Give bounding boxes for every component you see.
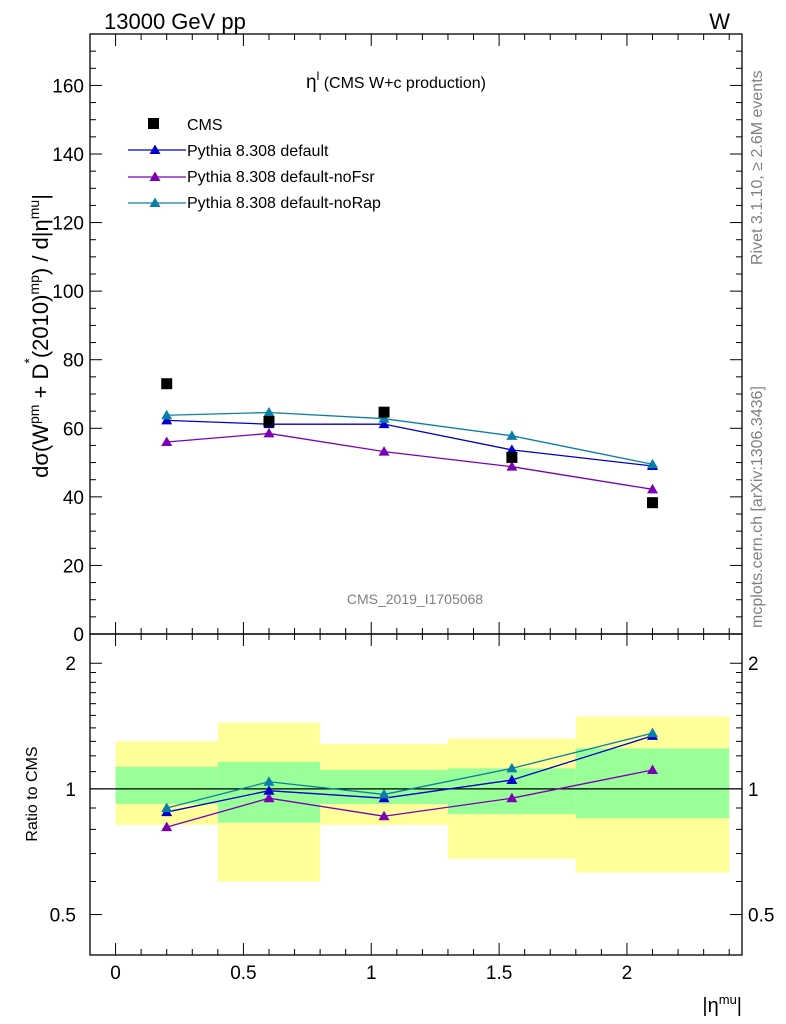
main-y-tick-label: 100 — [52, 282, 84, 303]
watermark-layer: CMS_2019_I1705068 — [347, 591, 483, 607]
ratio-band-inner — [115, 766, 218, 805]
main-marker-nofsr — [506, 461, 518, 471]
ratio-y-axis-label: Ratio to CMS — [24, 746, 41, 841]
main-marker-nofsr — [161, 436, 173, 446]
ratio-marker-norap — [263, 776, 275, 786]
ratio-axes-layer: 0.5 0.5 1 1 2 2 0 0.5 1 1.5 2 — [50, 633, 774, 984]
ratio-y-tick-label-right: 2 — [748, 654, 759, 675]
ratio-marker-nofsr — [161, 821, 173, 832]
main-marker-cms — [647, 497, 659, 509]
ratio-y-tick-label: 2 — [65, 654, 76, 675]
plot-title-symbol: η — [306, 72, 317, 93]
ratio-y-tick-label: 1 — [65, 780, 76, 801]
plot-title-superscript: l — [317, 69, 320, 83]
rivet-version-label: Rivet 3.1.10, ≥ 2.6M events — [749, 70, 766, 265]
legend-label-default: Pythia 8.308 default — [187, 143, 329, 160]
x-tick-label: 1 — [366, 963, 377, 984]
main-y-tick-label: 160 — [52, 76, 84, 97]
main-marker-default — [378, 418, 390, 429]
main-axes-layer: 0 20 40 60 80 100 120 140 160 — [52, 33, 743, 646]
main-y-tick-label: 40 — [63, 488, 84, 509]
header-left-label: 13000 GeV pp — [104, 9, 246, 34]
legend-marker-cms — [148, 118, 159, 129]
legend: CMS Pythia 8.308 default Pythia 8.308 de… — [128, 117, 381, 212]
main-marker-norap — [647, 458, 659, 469]
main-y-axis-label: dσ(Wpm + D*(2010)mp) / d|ηmu| — [21, 194, 53, 478]
ratio-marker-norap — [161, 802, 173, 812]
plot-title-rest: (CMS W+c production) — [319, 75, 486, 92]
main-y-tick-label: 0 — [73, 625, 84, 646]
ratio-marker-default — [263, 785, 275, 795]
x-tick-label: 2 — [622, 963, 633, 984]
ratio-marker-nofsr — [378, 810, 390, 821]
ratio-marker-norap — [378, 788, 390, 799]
main-y-tick-label: 80 — [63, 351, 84, 372]
analysis-watermark: CMS_2019_I1705068 — [347, 591, 483, 607]
ratio-marker-default — [506, 774, 518, 785]
x-tick-label: 0.5 — [230, 963, 256, 984]
ratio-y-tick-label: 0.5 — [50, 906, 76, 927]
ratio-band-inner — [575, 748, 730, 819]
main-y-tick-label: 20 — [63, 556, 84, 577]
main-marker-default — [506, 444, 518, 454]
x-axis-label: |ηmu| — [702, 992, 742, 1017]
main-marker-nofsr — [263, 427, 275, 438]
x-tick-label: 0 — [110, 963, 121, 984]
main-marker-nofsr — [378, 446, 390, 456]
ratio-marker-norap — [506, 762, 518, 773]
x-tick-label: 1.5 — [486, 963, 512, 984]
legend-label-cms: CMS — [187, 117, 223, 134]
main-marker-cms — [506, 451, 518, 463]
main-marker-cms — [161, 378, 173, 390]
main-marker-norap — [161, 409, 173, 420]
ratio-marker-nofsr — [506, 792, 518, 803]
ratio-y-tick-label-right: 0.5 — [748, 906, 774, 927]
ratio-marker-nofsr — [647, 764, 659, 774]
main-marker-norap — [378, 413, 390, 423]
plot-title: ηl (CMS W+c production) — [306, 69, 486, 93]
ratio-y-tick-label-right: 1 — [748, 780, 759, 801]
mcplots-source-label: mcplots.cern.ch [arXiv:1306.3436] — [749, 386, 766, 628]
legend-label-nofsr: Pythia 8.308 default-noFsr — [187, 169, 375, 186]
main-marker-cms — [263, 415, 275, 427]
legend-label-norap: Pythia 8.308 default-noRap — [187, 195, 381, 212]
main-marker-norap — [506, 430, 518, 440]
main-marker-nofsr — [647, 483, 659, 494]
main-data-layer — [161, 378, 659, 509]
ratio-marker-norap — [647, 727, 659, 738]
main-marker-cms — [378, 406, 390, 418]
header-right-label: W — [709, 9, 730, 34]
main-line-nofsr — [166, 432, 653, 490]
main-y-tick-label: 60 — [63, 419, 84, 440]
legend-marker-norap — [149, 197, 161, 207]
ratio-data-layer — [90, 727, 742, 832]
main-y-tick-label: 120 — [52, 214, 84, 235]
ratio-frame — [89, 633, 743, 956]
main-line-norap — [166, 411, 653, 465]
legend-marker-default — [149, 144, 161, 154]
main-y-tick-label: 140 — [52, 145, 84, 166]
main-marker-norap — [263, 407, 275, 417]
main-line-default — [166, 419, 653, 467]
legend-marker-nofsr — [149, 171, 161, 181]
ratio-marker-nofsr — [263, 792, 275, 803]
